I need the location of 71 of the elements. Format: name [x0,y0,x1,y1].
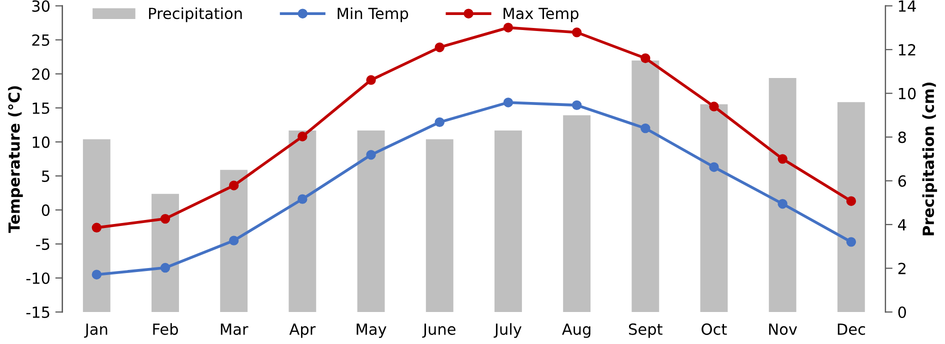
point [92,270,102,280]
y2-tick-label: 2 [898,262,906,274]
y2-tick-label: 14 [898,0,916,12]
point [228,180,239,190]
bar [632,60,660,312]
point [778,154,788,164]
bar [700,104,728,312]
y2-tick-label: 6 [898,175,906,187]
legend-label: Max Temp [504,8,578,22]
y2-tick-label: 8 [898,132,906,144]
point [92,222,102,233]
x-tick-label: Mar [220,324,248,335]
y-tick-label: 30 [32,0,50,12]
bar [563,115,591,312]
x-tick-label: Oct [702,323,727,335]
x-tick-label: Aug [562,324,590,338]
legend-label: Precipitation [149,7,242,22]
point [228,236,239,246]
y-tick-label: -15 [26,306,50,318]
x-tick-label: Feb [153,323,178,335]
bar [288,130,316,312]
point [160,262,170,273]
bar [82,139,110,312]
y-tick-label: 0 [42,204,50,216]
y2-tick-label: 10 [898,88,916,100]
point [366,75,376,85]
bar [357,130,385,312]
point [160,214,170,224]
x-tick-label: May [356,324,386,338]
y2-axis-title: Precipitation (cm) [922,82,938,236]
point [434,117,444,128]
y-tick-label: -10 [26,272,50,284]
point [503,98,514,108]
point [778,198,788,209]
point [846,237,856,247]
point [709,162,719,172]
y-tick-label: -5 [36,238,50,250]
bar [768,78,796,312]
point [298,194,308,204]
y2-tick-label: 4 [898,219,906,230]
y-tick-label: 25 [32,34,50,46]
y2-tick-label: 12 [898,44,916,56]
x-tick-label: Apr [289,324,316,338]
legend-label: Min Temp [338,7,408,22]
bar [152,194,179,312]
bar [426,139,454,312]
bar [494,130,522,312]
point [846,196,856,206]
x-tick-label: Nov [769,324,798,335]
y2-tick-label: 0 [898,306,906,318]
x-tick-label: June [422,324,456,338]
y-tick-label: 5 [42,170,50,182]
point [572,28,582,38]
point [572,100,582,110]
y-tick-label: 10 [32,136,50,148]
x-tick-label: Dec [838,324,866,335]
x-tick-label: July [494,323,522,338]
y-tick-label: 15 [32,102,50,114]
bar [220,170,248,312]
point [709,102,719,112]
y-tick-label: 20 [32,68,50,80]
y-axis-title: Temperature (°C) [8,86,23,233]
point [503,22,514,32]
point [640,123,650,134]
x-tick-label: Jan [84,324,108,338]
bar [837,102,865,312]
x-tick-label: Sept [629,323,662,338]
point [434,42,444,52]
point [366,150,376,160]
point [298,132,308,142]
point [640,53,650,64]
